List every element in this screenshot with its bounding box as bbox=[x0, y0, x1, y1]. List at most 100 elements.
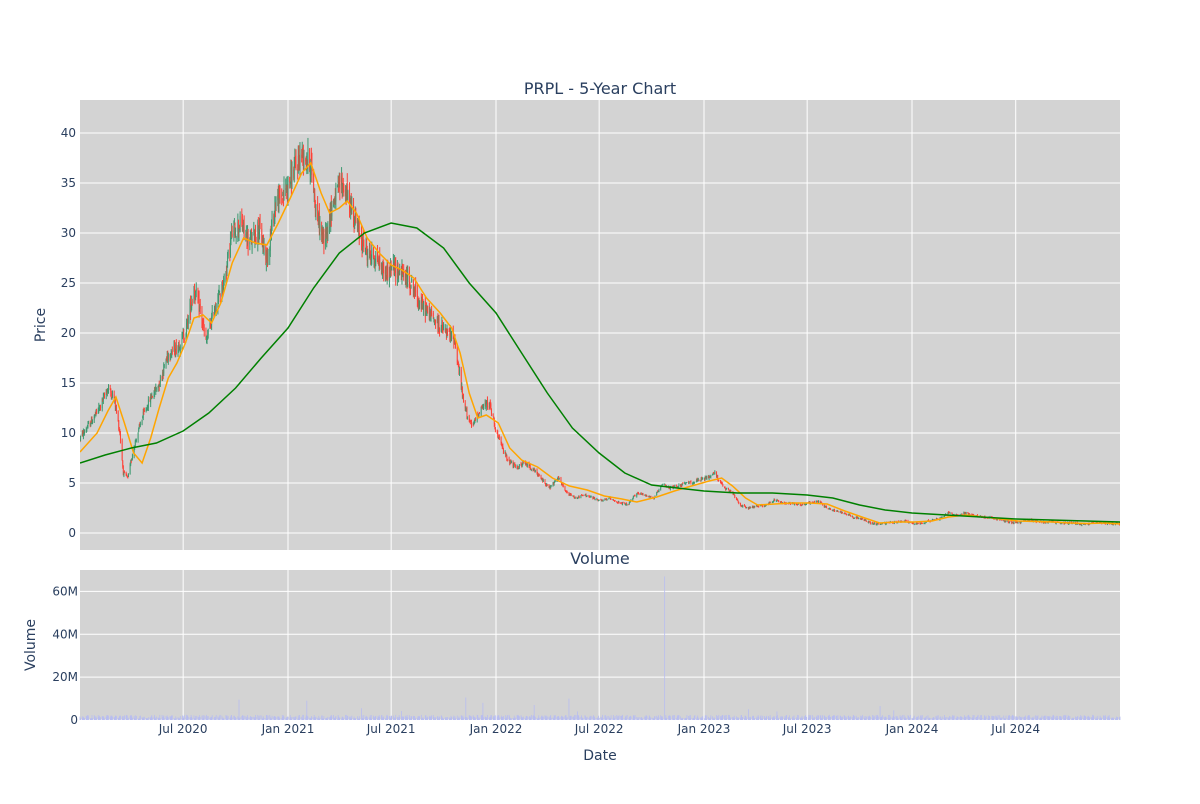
volume-bar bbox=[560, 717, 562, 720]
volume-bar bbox=[234, 717, 236, 720]
candle-body bbox=[870, 522, 871, 524]
volume-bar bbox=[624, 718, 626, 720]
candle-body bbox=[869, 521, 871, 523]
volume-bar bbox=[941, 716, 943, 720]
volume-bar bbox=[590, 715, 592, 720]
candle-body bbox=[609, 497, 610, 499]
candle-body bbox=[435, 321, 436, 324]
candle-body bbox=[420, 300, 422, 309]
candle-body bbox=[803, 503, 805, 505]
candle-body bbox=[733, 493, 735, 495]
volume-bar bbox=[668, 715, 670, 720]
candle-body bbox=[141, 419, 143, 425]
volume-bar bbox=[1084, 715, 1086, 720]
volume-bar bbox=[107, 715, 109, 720]
candle-body bbox=[230, 237, 232, 240]
candle-body bbox=[771, 502, 773, 503]
volume-bar bbox=[652, 718, 654, 720]
volume-bar bbox=[953, 715, 955, 720]
candle-body bbox=[865, 520, 867, 521]
volume-bar bbox=[792, 716, 794, 720]
volume-bar bbox=[536, 718, 538, 720]
candle-body bbox=[297, 155, 299, 174]
volume-bar bbox=[1072, 717, 1074, 720]
volume-bar bbox=[1043, 715, 1045, 720]
volume-bar bbox=[857, 718, 859, 720]
candle-body bbox=[744, 505, 746, 507]
volume-bar bbox=[422, 717, 424, 720]
candle-body bbox=[421, 299, 423, 310]
volume-bar bbox=[965, 717, 966, 720]
volume-bar bbox=[913, 716, 915, 720]
volume-bar bbox=[815, 717, 817, 720]
volume-bar bbox=[474, 716, 476, 720]
candle-body bbox=[614, 500, 615, 502]
volume-bar bbox=[134, 718, 136, 720]
volume-bar bbox=[889, 714, 891, 720]
candle-body bbox=[424, 301, 426, 317]
volume-bar bbox=[319, 717, 321, 720]
volume-bar bbox=[799, 717, 801, 720]
candle-body bbox=[868, 521, 870, 523]
candle-body bbox=[648, 496, 650, 498]
volume-bar bbox=[1096, 718, 1098, 720]
volume-bar bbox=[554, 715, 556, 720]
candle-body bbox=[1012, 521, 1014, 523]
candle-body bbox=[293, 169, 295, 178]
candle-body bbox=[956, 514, 957, 516]
candle-body bbox=[140, 423, 141, 425]
volume-bar bbox=[1091, 717, 1093, 720]
candle-body bbox=[912, 523, 913, 524]
candle-body bbox=[195, 289, 197, 292]
volume-bar bbox=[660, 715, 662, 720]
volume-bar bbox=[461, 717, 463, 720]
candle-body bbox=[700, 478, 702, 482]
volume-bar bbox=[949, 716, 951, 720]
candle-body bbox=[397, 265, 398, 278]
volume-bar bbox=[454, 718, 455, 720]
candle-body bbox=[875, 522, 877, 525]
volume-bar bbox=[129, 716, 131, 720]
volume-bar bbox=[1116, 717, 1118, 720]
volume-bar bbox=[526, 716, 528, 720]
candle-body bbox=[413, 289, 415, 294]
candle-body bbox=[562, 483, 564, 486]
volume-chart-title: Volume bbox=[570, 549, 630, 568]
volume-bar bbox=[728, 716, 730, 720]
volume-bar bbox=[817, 714, 819, 720]
volume-bar bbox=[347, 716, 349, 720]
candle-body bbox=[178, 345, 179, 349]
volume-bar bbox=[891, 717, 893, 720]
volume-bar bbox=[610, 715, 612, 720]
volume-bar bbox=[692, 718, 694, 720]
candle-body bbox=[674, 486, 676, 488]
volume-bar bbox=[718, 714, 720, 720]
volume-bar bbox=[746, 718, 748, 720]
candle-body bbox=[489, 402, 491, 406]
candle-body bbox=[513, 463, 515, 468]
volume-bar bbox=[87, 715, 88, 720]
volume-bar bbox=[386, 714, 388, 720]
candle-body bbox=[1009, 521, 1010, 523]
candle-body bbox=[146, 407, 148, 409]
volume-bar bbox=[900, 716, 902, 720]
volume-bar bbox=[969, 717, 971, 720]
volume-bar bbox=[233, 715, 235, 720]
volume-bar bbox=[1081, 715, 1083, 720]
volume-bar bbox=[586, 717, 588, 720]
volume-bar bbox=[550, 717, 552, 720]
volume-bar bbox=[263, 718, 265, 720]
volume-bar bbox=[664, 576, 666, 720]
volume-bar bbox=[183, 714, 185, 720]
candle-body bbox=[570, 494, 572, 495]
candle-body bbox=[601, 499, 603, 501]
candle-body bbox=[273, 210, 275, 221]
candle-body bbox=[92, 420, 93, 424]
candle-body bbox=[828, 508, 830, 510]
volume-bar bbox=[513, 718, 515, 720]
volume-bar bbox=[382, 717, 384, 720]
candle-body bbox=[410, 289, 411, 291]
candle-body bbox=[617, 502, 619, 503]
volume-bar bbox=[613, 717, 615, 720]
volume-bar bbox=[606, 717, 607, 720]
